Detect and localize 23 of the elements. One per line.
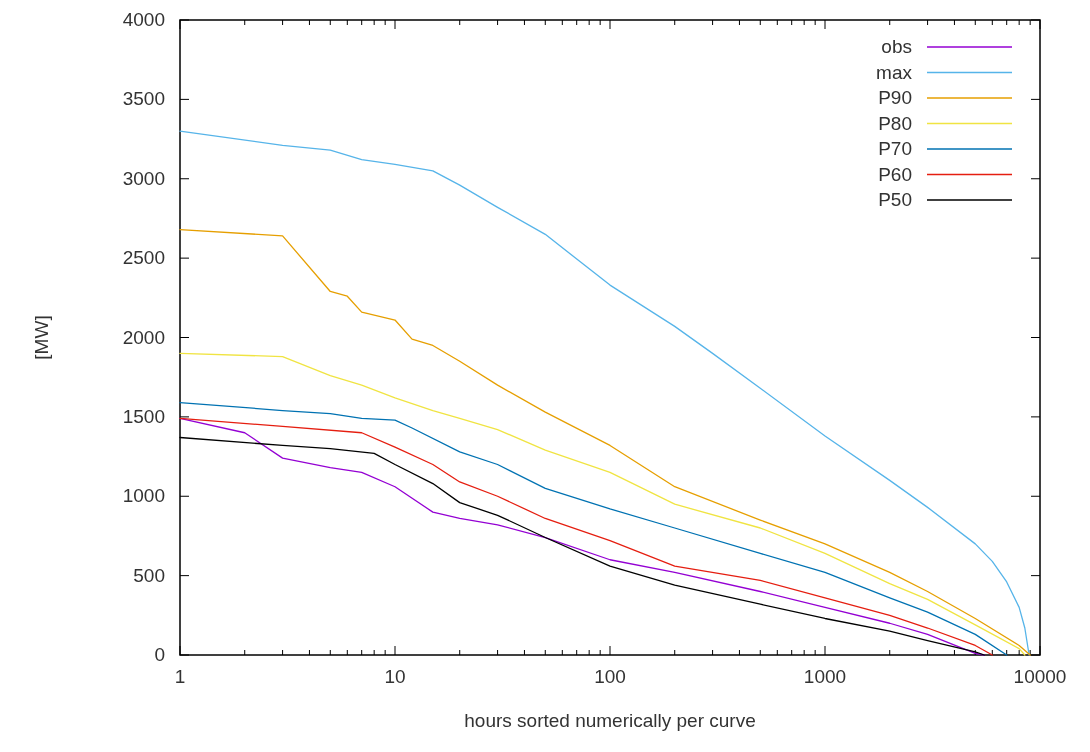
legend-label: P90 bbox=[878, 87, 912, 108]
y-tick-label: 500 bbox=[133, 564, 165, 586]
y-tick-label: 1500 bbox=[122, 405, 165, 427]
y-tick-label: 4000 bbox=[122, 9, 165, 30]
legend-label: P70 bbox=[878, 138, 912, 159]
legend-label: P50 bbox=[878, 189, 912, 210]
y-tick-label: 2500 bbox=[122, 247, 165, 269]
y-tick-label: 0 bbox=[154, 644, 165, 665]
y-tick-label: 3500 bbox=[122, 88, 165, 110]
x-tick-label: 1 bbox=[174, 666, 186, 687]
x-axis-title: hours sorted numerically per curve bbox=[464, 710, 756, 731]
x-tick-label: 10 bbox=[384, 666, 406, 687]
y-tick-label: 1000 bbox=[122, 485, 165, 507]
legend-label: P80 bbox=[878, 112, 912, 134]
legend-label: P60 bbox=[878, 163, 912, 185]
x-tick-label: 1000 bbox=[803, 666, 847, 687]
y-axis-title: [MW] bbox=[31, 315, 52, 360]
legend-label: max bbox=[876, 61, 913, 83]
y-tick-label: 3000 bbox=[122, 167, 165, 189]
y-tick-label: 2000 bbox=[122, 326, 165, 348]
legend-label: obs bbox=[881, 36, 912, 57]
x-tick-label: 10000 bbox=[1013, 666, 1067, 687]
x-tick-label: 100 bbox=[594, 666, 626, 687]
